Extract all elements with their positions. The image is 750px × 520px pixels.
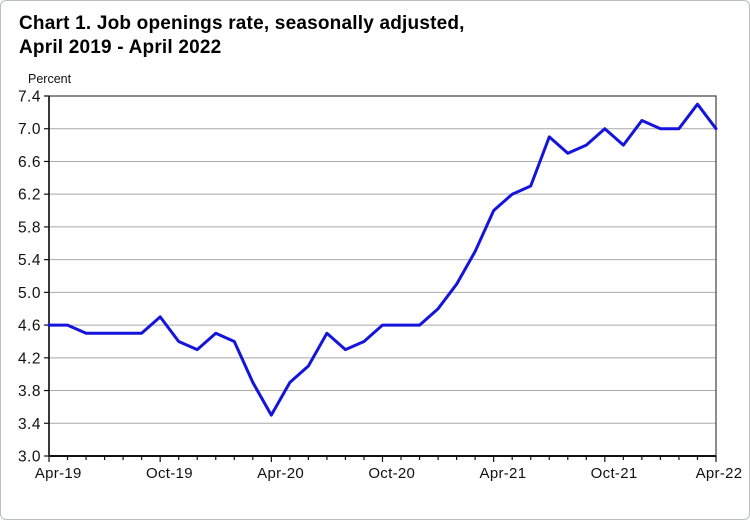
x-tick-label: Apr-22 [696,465,743,482]
y-tick-label: 5.8 [18,219,41,236]
y-tick-label: 3.8 [18,383,41,400]
y-tick-label: 3.4 [18,416,41,433]
chart-title-line-2: April 2019 - April 2022 [19,37,222,58]
job-openings-rate-line [47,102,718,417]
y-tick-label: 4.6 [18,318,41,335]
chart-title: Chart 1. Job openings rate, seasonally a… [19,12,465,60]
plot-frame [48,95,717,457]
chart-title-line-1: Chart 1. Job openings rate, seasonally a… [19,13,465,34]
x-tick-label: Apr-21 [480,465,527,482]
y-axis-unit-label: Percent [28,72,72,86]
x-tick-label: Oct-21 [591,465,638,482]
x-tick-label: Oct-19 [146,465,193,482]
y-tick-label: 6.6 [18,154,41,171]
y-tick-label: 6.2 [18,187,41,204]
x-tick-label: Apr-20 [257,465,304,482]
x-tick-label: Apr-19 [35,465,82,482]
y-tick-label: 5.0 [18,285,41,302]
x-tick-label: Oct-20 [368,465,415,482]
y-tick-label: 4.2 [18,350,41,367]
y-tick-label: 5.4 [18,252,41,269]
y-tick-label: 3.0 [18,449,41,466]
y-tick-label: 7.4 [18,89,41,106]
y-tick-label: 7.0 [18,121,41,138]
